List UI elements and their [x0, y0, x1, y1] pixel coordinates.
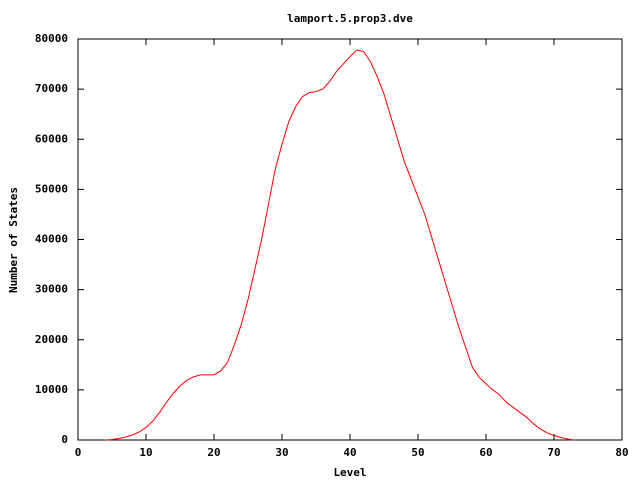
- y-tick-label: 30000: [35, 283, 68, 296]
- x-tick-label: 70: [547, 446, 560, 459]
- y-tick-label: 70000: [35, 82, 68, 95]
- y-tick-label: 40000: [35, 233, 68, 246]
- data-line: [105, 49, 575, 441]
- y-tick-label: 20000: [35, 333, 68, 346]
- y-tick-label: 10000: [35, 383, 68, 396]
- x-tick-label: 60: [479, 446, 492, 459]
- chart-title: lamport.5.prop3.dve: [287, 12, 413, 25]
- x-tick-label: 50: [411, 446, 424, 459]
- x-tick-label: 30: [275, 446, 288, 459]
- y-axis-label: Number of States: [7, 187, 20, 293]
- x-tick-label: 20: [207, 446, 220, 459]
- y-tick-label: 0: [61, 433, 68, 446]
- x-tick-label: 10: [139, 446, 152, 459]
- y-tick-label: 80000: [35, 32, 68, 45]
- y-tick-label: 60000: [35, 132, 68, 145]
- x-tick-label: 80: [615, 446, 628, 459]
- y-tick-label: 50000: [35, 182, 68, 195]
- x-tick-label: 0: [75, 446, 82, 459]
- x-tick-label: 40: [343, 446, 356, 459]
- x-axis-label: Level: [333, 466, 366, 479]
